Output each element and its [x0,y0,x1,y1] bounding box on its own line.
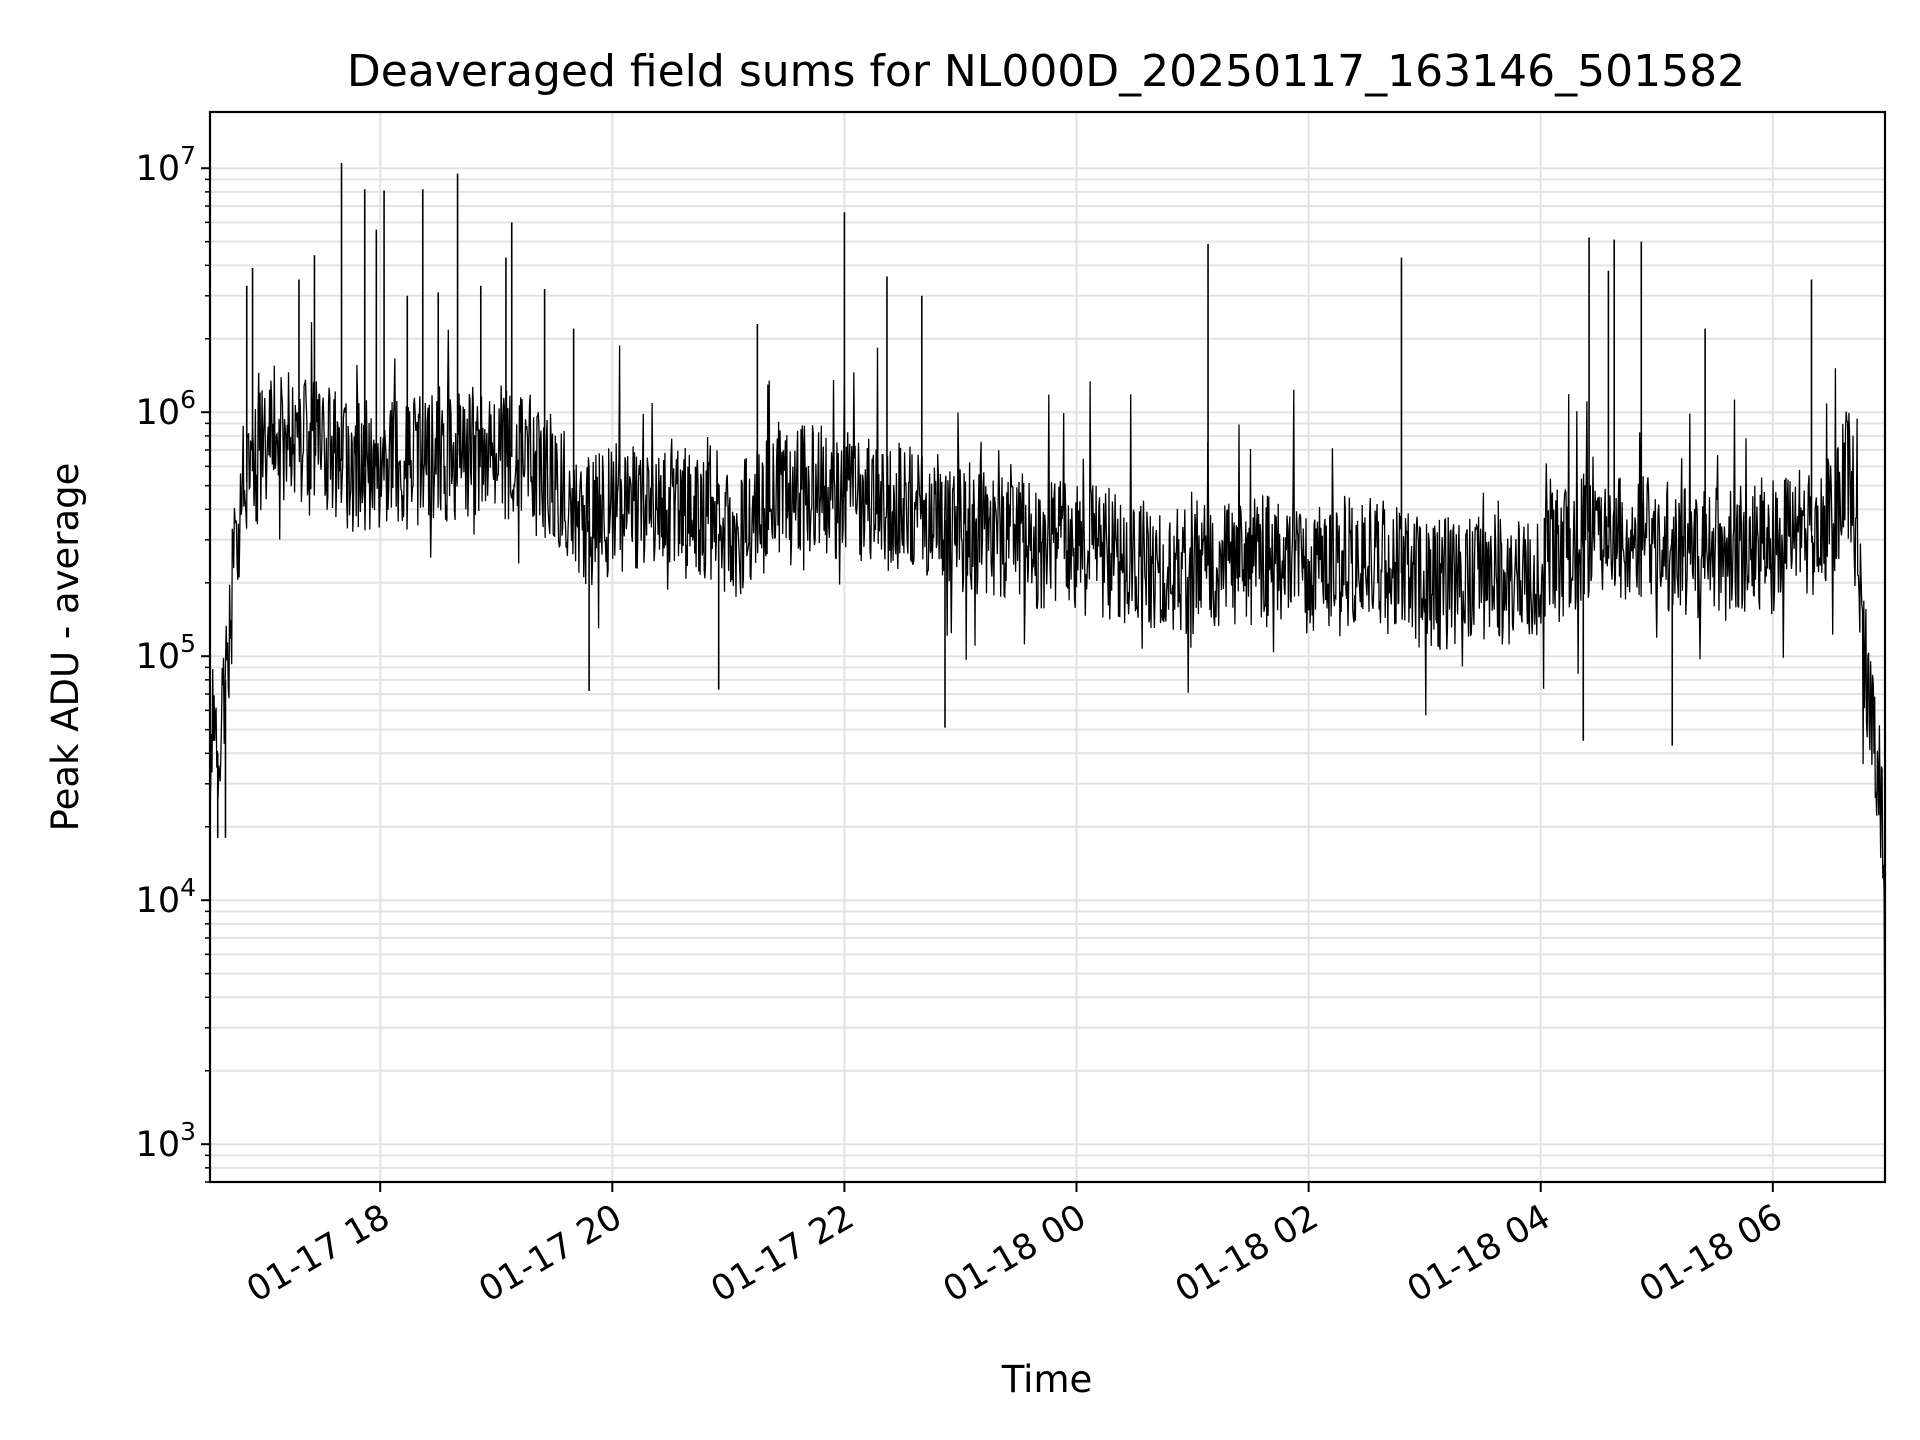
y-axis-label: Peak ADU - average [44,463,87,832]
y-tick-base: 10 [136,149,181,189]
y-tick-exponent: 5 [180,629,196,658]
y-tick-exponent: 6 [180,385,196,414]
y-tick-label: 103 [136,1117,196,1165]
data-layer [209,163,1886,1058]
y-tick-label: 105 [136,629,196,677]
x-axis-label: Time [1001,1358,1093,1401]
y-tick-base: 10 [136,1125,181,1165]
y-tick-label: 104 [136,873,196,921]
y-tick-exponent: 4 [180,873,196,902]
plot-frame [208,110,1887,1184]
y-tick-exponent: 7 [180,141,196,170]
series-line [209,322,1886,1058]
y-tick-exponent: 3 [180,1117,196,1146]
y-tick-base: 10 [136,881,181,921]
y-tick-label: 107 [136,141,196,189]
y-tick-label: 106 [136,385,196,433]
chart-title: Deaveraged field sums for NL000D_2025011… [347,46,1745,97]
y-tick-base: 10 [136,393,181,433]
y-tick-base: 10 [136,637,181,677]
